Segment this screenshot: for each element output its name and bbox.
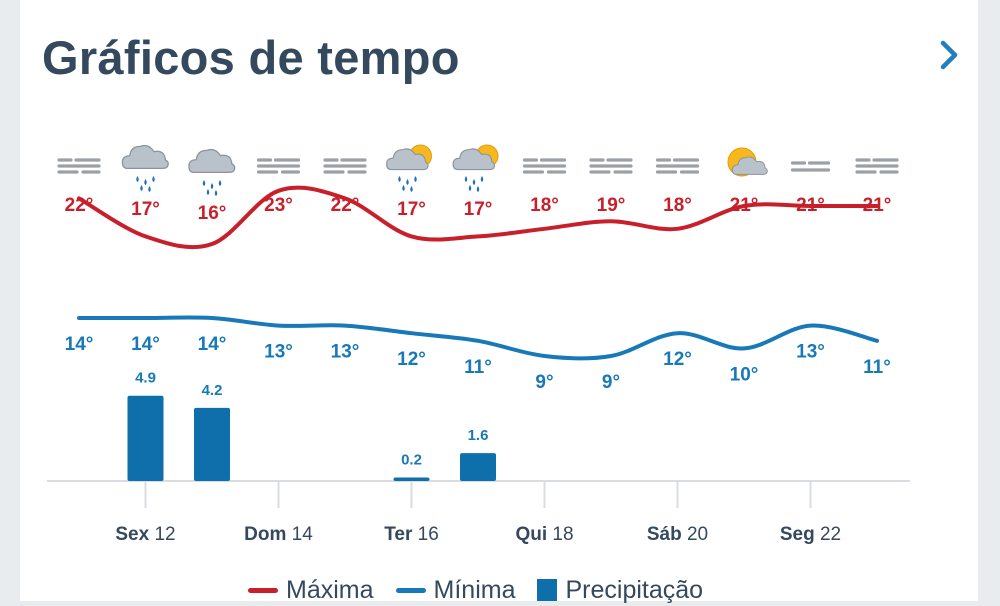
page-title: Gráficos de tempo <box>42 31 460 84</box>
precip-bar <box>194 407 230 481</box>
x-tick-label-5: Seg 22 <box>780 524 841 545</box>
x-tick-label-0: Sex 12 <box>115 524 175 545</box>
precip-bar <box>460 453 496 481</box>
min-temp-label: 11° <box>464 357 492 378</box>
legend-swatch-precip <box>537 579 558 601</box>
precip-label: 1.6 <box>468 427 489 444</box>
min-temp-label: 11° <box>863 357 891 378</box>
fog-icon-9 <box>655 158 700 174</box>
max-temp-label: 17° <box>397 199 426 220</box>
min-temp-label: 9° <box>535 372 553 393</box>
max-temp-label: 23° <box>264 195 293 216</box>
max-temp-label: 16° <box>198 203 227 224</box>
fog-icon-12 <box>855 158 899 174</box>
min-temp-label: 12° <box>663 349 692 370</box>
legend-label-min: Mínima <box>433 575 516 604</box>
fog-icon-8 <box>589 158 633 174</box>
legend-swatch-min <box>395 587 426 593</box>
min-temp-label: 13° <box>331 342 360 363</box>
legend-swatch-max <box>248 587 278 593</box>
max-temp-label: 18° <box>530 195 559 216</box>
rain-cloud-icon-1 <box>121 144 169 192</box>
x-tick-label-1: Dom 14 <box>244 524 313 545</box>
min-temp-label: 14° <box>131 334 160 355</box>
min-temp-label: 13° <box>796 342 825 363</box>
sun-rain-icon-5 <box>386 144 432 192</box>
x-tick-label-2: Ter 16 <box>384 524 439 545</box>
legend-label-max: Máxima <box>286 575 374 604</box>
min-temp-label: 12° <box>397 349 426 370</box>
light-fog-icon-11 <box>790 161 831 172</box>
sun-rain-icon-6 <box>452 144 499 192</box>
max-temp-line <box>77 185 879 250</box>
legend-item-precip[interactable]: Precipitação <box>537 576 703 605</box>
precip-label: 4.9 <box>135 370 156 387</box>
weather-chart: 22° 17° 16° 23° 22° 17° 17° 18° 19° 18° 21° 21° 21°S… <box>47 144 910 545</box>
precip-label: 0.2 <box>401 452 422 469</box>
legend-item-max[interactable]: Máxima <box>248 576 374 605</box>
weather-charts-card: Gráficos de tempo 22° 17° 16° 23° 22° 17° 17° 1… <box>20 0 978 604</box>
fog-icon-7 <box>522 158 567 174</box>
max-temp-label: 22° <box>65 195 94 216</box>
min-temp-line <box>77 315 879 361</box>
chevron-right-icon[interactable] <box>932 38 966 72</box>
legend-label-precip: Precipitação <box>565 575 704 604</box>
min-temp-label: 13° <box>264 342 293 363</box>
max-temp-label: 18° <box>663 195 692 216</box>
fog-icon-4 <box>323 158 367 174</box>
fog-icon-3 <box>256 158 301 174</box>
max-temp-label: 19° <box>597 195 626 216</box>
precip-label: 4.2 <box>202 382 223 399</box>
legend-item-min[interactable]: Mínima <box>395 575 516 605</box>
chart-legend: Máxima Mínima Precipitação <box>248 574 703 606</box>
min-temp-label: 14° <box>198 334 227 355</box>
rain-cloud-icon-2 <box>188 148 236 196</box>
x-tick-label-3: Qui 18 <box>515 524 573 545</box>
sun-cloud-icon-10 <box>727 147 768 177</box>
max-temp-label: 17° <box>464 199 493 220</box>
max-temp-label: 17° <box>131 199 160 220</box>
min-temp-label: 10° <box>730 364 759 385</box>
fog-icon-0 <box>57 158 101 174</box>
min-temp-label: 9° <box>602 372 620 393</box>
x-tick-label-4: Sáb 20 <box>647 524 708 545</box>
precip-bar <box>127 395 164 481</box>
min-temp-label: 14° <box>65 334 94 355</box>
precip-bar <box>393 477 430 481</box>
